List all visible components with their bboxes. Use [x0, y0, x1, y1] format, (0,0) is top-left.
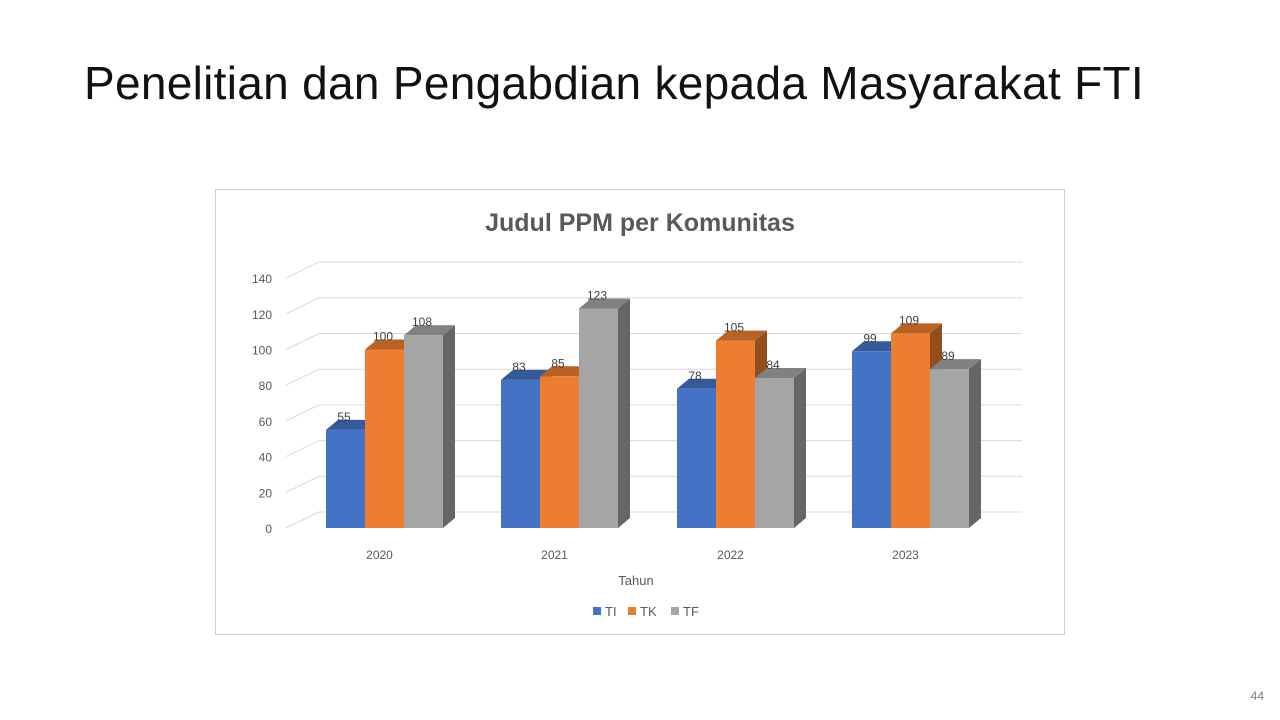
x-tick-label: 2020	[366, 548, 393, 562]
legend-swatch	[671, 607, 679, 615]
gridline	[285, 261, 1022, 279]
bar-top-face	[755, 368, 806, 379]
bar-top-face	[891, 323, 942, 334]
slide-title: Penelitian dan Pengabdian kepada Masyara…	[84, 57, 1144, 109]
data-labels: 55 100 108 83 85 123 78 105 84 99 109 89	[337, 288, 955, 423]
y-tick-label: 40	[259, 451, 273, 465]
y-axis-ticks: 0 20 40 60 80 100 120 140	[252, 272, 272, 536]
x-tick-label: 2022	[717, 548, 744, 562]
bar-tf-2021	[579, 298, 630, 528]
bar-top-face	[404, 325, 455, 336]
bar-top-face	[540, 366, 591, 377]
bar-tf-2022	[755, 368, 806, 528]
bar-front-face	[404, 335, 443, 528]
y-tick-label: 60	[259, 415, 273, 429]
legend-swatch	[628, 607, 636, 615]
y-tick-label: 0	[265, 522, 272, 536]
bar-front-face	[326, 429, 365, 528]
data-label: 83	[512, 360, 526, 374]
bar-front-face	[365, 349, 404, 528]
data-label: 89	[941, 349, 955, 363]
data-label: 109	[899, 313, 919, 327]
y-tick-label: 140	[252, 272, 272, 286]
data-label: 99	[863, 331, 877, 345]
bar-front-face	[716, 340, 755, 528]
bar-tf-2020	[404, 325, 455, 528]
legend-label: TF	[683, 604, 699, 619]
data-label: 85	[551, 356, 565, 370]
bar-top-face	[365, 339, 416, 350]
legend-item-tk: TK	[628, 604, 657, 619]
bar-front-face	[891, 333, 930, 528]
y-tick-label: 80	[259, 379, 273, 393]
legend-item-ti: TI	[593, 604, 617, 619]
bars	[326, 298, 981, 528]
data-label: 78	[688, 369, 702, 383]
legend-swatch	[593, 607, 601, 615]
bar-top-face	[326, 419, 377, 430]
data-label: 55	[337, 410, 351, 424]
bar-front-face	[755, 378, 794, 528]
page-number: 44	[1250, 689, 1264, 703]
bar-side-face	[618, 298, 630, 528]
data-label: 105	[724, 321, 744, 335]
bar-front-face	[501, 379, 540, 528]
bar-front-face	[930, 369, 969, 528]
bar-top-face	[716, 330, 767, 341]
data-label: 84	[766, 358, 780, 372]
x-tick-label: 2023	[892, 548, 919, 562]
bar-top-face	[579, 298, 630, 309]
x-tick-label: 2021	[541, 548, 568, 562]
bar-side-face	[443, 325, 455, 528]
chart-container: Judul PPM per Komunitas 0 20 40 60 80 100 120 1…	[215, 189, 1065, 635]
y-tick-label: 120	[252, 308, 272, 322]
data-label: 123	[587, 288, 607, 302]
data-label: 100	[373, 330, 393, 344]
bar-top-face	[677, 378, 728, 389]
bar-front-face	[852, 351, 891, 528]
legend-label: TI	[605, 604, 617, 619]
bar-side-face	[794, 368, 806, 528]
chart-title: Judul PPM per Komunitas	[485, 209, 795, 237]
x-axis-ticks: 2020 2021 2022 2023	[366, 548, 919, 562]
bar-top-face	[930, 359, 981, 370]
bar-side-face	[969, 359, 981, 528]
bar-tf-2023	[930, 359, 981, 528]
legend-item-tf: TF	[671, 604, 699, 619]
legend-label: TK	[640, 604, 657, 619]
bar-front-face	[540, 376, 579, 528]
x-axis-title: Tahun	[618, 573, 653, 588]
chart-svg: Judul PPM per Komunitas 0 20 40 60 80 100 120 1…	[252, 209, 1022, 619]
bar-top-face	[852, 341, 903, 352]
gridline	[285, 333, 1022, 350]
legend: TI TK TF	[593, 604, 699, 619]
y-tick-label: 100	[252, 344, 272, 358]
bar-top-face	[501, 369, 552, 380]
y-tick-label: 20	[259, 486, 273, 500]
data-label: 108	[412, 315, 432, 329]
gridlines	[285, 261, 1022, 529]
bar-front-face	[579, 308, 618, 528]
gridline	[285, 297, 1022, 315]
bar-front-face	[677, 388, 716, 528]
